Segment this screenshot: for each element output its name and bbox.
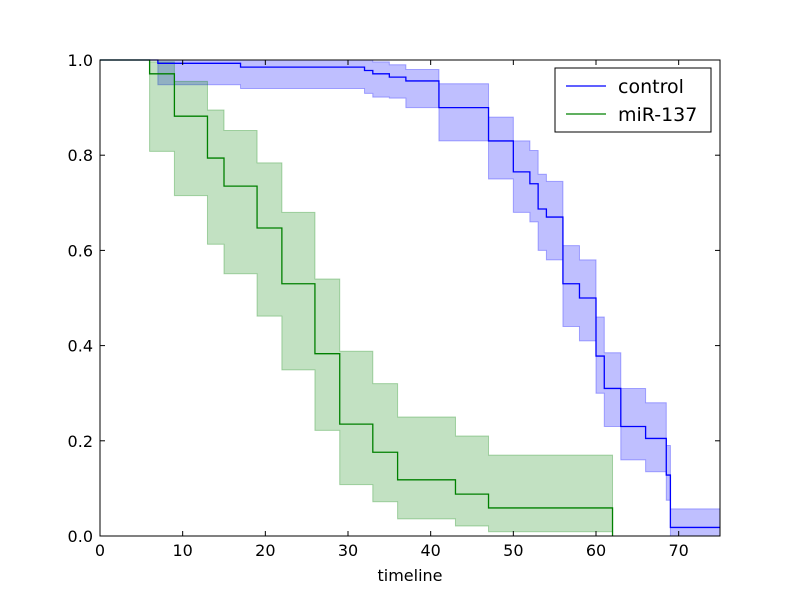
y-tick-label: 1.0 [68, 51, 93, 70]
x-tick-label: 70 [668, 541, 688, 560]
x-tick-label: 30 [338, 541, 358, 560]
survival-lines [100, 59, 720, 536]
survival-line-control [100, 59, 720, 529]
plot-frame [99, 59, 721, 537]
legend-box [554, 67, 712, 133]
y-tick-label: 0.8 [68, 146, 93, 165]
y-tick-label: 0.2 [68, 432, 93, 451]
y-tick-label: 0.6 [68, 241, 93, 260]
x-tick-label: 60 [586, 541, 606, 560]
survival-line-mir-137 [100, 59, 614, 536]
x-axis-title: timeline [377, 566, 442, 585]
x-tick-label: 0 [95, 541, 105, 560]
legend: control miR-137 [554, 67, 712, 133]
x-tick-label: 50 [503, 541, 523, 560]
y-axis-ticks: 0.0 0.2 0.4 0.6 0.8 1.0 [68, 51, 720, 546]
legend-label-control: control [618, 76, 684, 98]
x-axis-ticks: 0 10 20 30 40 50 60 70 [95, 60, 689, 560]
x-tick-label: 40 [420, 541, 440, 560]
y-tick-label: 0.4 [68, 337, 93, 356]
legend-label-mir137: miR-137 [618, 104, 697, 126]
plot-area [100, 60, 720, 536]
y-tick-label: 0.0 [68, 527, 93, 546]
confidence-band-mir-137 [100, 59, 614, 536]
x-tick-label: 10 [172, 541, 192, 560]
x-tick-label: 20 [255, 541, 275, 560]
